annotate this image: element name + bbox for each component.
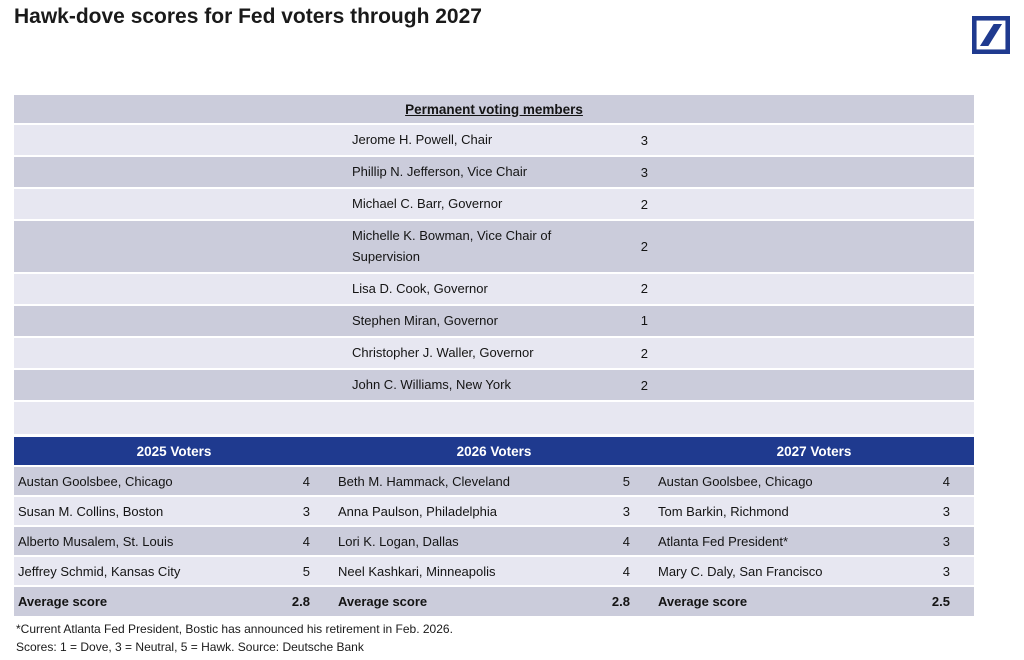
member-name: Michael C. Barr, Governor xyxy=(352,196,503,212)
member-score: 2 xyxy=(640,281,648,297)
permanent-table: Permanent voting members Jerome H. Powel… xyxy=(14,95,974,435)
footnotes: *Current Atlanta Fed President, Bostic h… xyxy=(16,620,453,656)
empty-spacer-row xyxy=(14,402,974,435)
voter-name: Austan Goolsbee, Chicago xyxy=(658,473,813,489)
voter-score: 4 xyxy=(622,533,630,549)
average-row: Average score 2.8 Average score 2.8 Average … xyxy=(14,587,974,619)
table-row: Lisa D. Cook, Governor 2 xyxy=(14,273,974,306)
voter-score: 3 xyxy=(622,503,630,519)
voter-name: Austan Goolsbee, Chicago xyxy=(18,473,173,489)
average-label: Average score xyxy=(338,594,428,610)
member-score: 3 xyxy=(640,132,648,148)
member-score: 3 xyxy=(640,164,648,180)
voter-name: Atlanta Fed President* xyxy=(658,533,789,549)
table-row: Alberto Musalem, St. Louis 4 Lori K. Logan… xyxy=(14,527,974,558)
voter-name: Neel Kashkari, Minneapolis xyxy=(338,563,496,579)
voter-name: Lori K. Logan, Dallas xyxy=(338,533,459,549)
voters-column-header: 2026 Voters xyxy=(456,443,532,459)
voter-cell: Mary C. Daly, San Francisco 3 xyxy=(654,564,974,579)
average-label: Average score xyxy=(18,594,108,610)
voter-name: Mary C. Daly, San Francisco xyxy=(658,563,823,579)
voter-score: 3 xyxy=(942,503,950,519)
voter-cell: Tom Barkin, Richmond 3 xyxy=(654,504,974,519)
voter-cell: Susan M. Collins, Boston 3 xyxy=(14,504,334,519)
voter-name: Anna Paulson, Philadelphia xyxy=(338,503,498,519)
average-cell: Average score 2.8 xyxy=(334,594,654,609)
voter-cell: Neel Kashkari, Minneapolis 4 xyxy=(334,564,654,579)
voters-column-header: 2025 Voters xyxy=(136,443,212,459)
table-row: Michael C. Barr, Governor 2 xyxy=(14,189,974,222)
logo-slash-in-square xyxy=(972,16,1010,54)
table-row: Phillip N. Jefferson, Vice Chair 3 xyxy=(14,157,974,190)
member-name: Michelle K. Bowman, Vice Chair of Superv… xyxy=(352,228,552,264)
voter-score: 5 xyxy=(622,473,630,489)
voters-column-header: 2027 Voters xyxy=(776,443,852,459)
voters-table: 2025 Voters 2026 Voters 2027 Voters Austan… xyxy=(14,437,974,619)
member-name: Jerome H. Powell, Chair xyxy=(352,132,493,147)
member-score: 2 xyxy=(640,239,648,255)
voter-score: 3 xyxy=(942,563,950,579)
average-score: 2.8 xyxy=(611,594,630,610)
voter-name: Tom Barkin, Richmond xyxy=(658,503,789,519)
permanent-rows: Jerome H. Powell, Chair 3 Phillip N. Jeffe… xyxy=(14,125,974,403)
footnote-scores-source: Scores: 1 = Dove, 3 = Neutral, 5 = Hawk.… xyxy=(16,640,364,654)
average-cell: Average score 2.5 xyxy=(654,594,974,609)
table-row: Susan M. Collins, Boston 3 Anna Paulson, P… xyxy=(14,497,974,528)
table-row: Christopher J. Waller, Governor 2 xyxy=(14,337,974,371)
average-cell: Average score 2.8 xyxy=(14,594,334,609)
voter-cell: Austan Goolsbee, Chicago 4 xyxy=(654,474,974,489)
voter-score: 4 xyxy=(622,563,630,579)
voter-score: 3 xyxy=(942,533,950,549)
voter-cell: Anna Paulson, Philadelphia 3 xyxy=(334,504,654,519)
voter-score: 4 xyxy=(302,473,310,489)
permanent-table-header: Permanent voting members xyxy=(14,95,974,125)
average-label: Average score xyxy=(658,594,748,610)
page-title: Hawk-dove scores for Fed voters through … xyxy=(14,5,482,28)
voter-score: 4 xyxy=(302,533,310,549)
table-row: Austan Goolsbee, Chicago 4 Beth M. Hammack… xyxy=(14,467,974,498)
average-score: 2.8 xyxy=(291,594,310,610)
voter-cell: Atlanta Fed President* 3 xyxy=(654,534,974,549)
voter-name: Susan M. Collins, Boston xyxy=(18,503,164,519)
voter-score: 3 xyxy=(302,503,310,519)
average-score: 2.5 xyxy=(931,594,950,610)
table-row: Jeffrey Schmid, Kansas City 5 Neel Kashkar… xyxy=(14,557,974,588)
tables-wrapper: Permanent voting members Jerome H. Powel… xyxy=(14,95,974,619)
voter-score: 4 xyxy=(942,473,950,489)
voter-cell: Lori K. Logan, Dallas 4 xyxy=(334,534,654,549)
table-row: Jerome H. Powell, Chair 3 xyxy=(14,125,974,158)
voter-cell: Jeffrey Schmid, Kansas City 5 xyxy=(14,564,334,579)
member-score: 2 xyxy=(640,345,648,361)
table-row: Stephen Miran, Governor 1 xyxy=(14,305,974,338)
voter-cell: Austan Goolsbee, Chicago 4 xyxy=(14,474,334,489)
voters-header-row: 2025 Voters 2026 Voters 2027 Voters xyxy=(14,437,974,468)
voter-name: Beth M. Hammack, Cleveland xyxy=(338,473,510,489)
voters-rows: Austan Goolsbee, Chicago 4 Beth M. Hammack… xyxy=(14,467,974,619)
table-row: Michelle K. Bowman, Vice Chair of Superv… xyxy=(14,221,974,274)
member-name: John C. Williams, New York xyxy=(352,377,511,393)
voter-cell: Beth M. Hammack, Cleveland 5 xyxy=(334,474,654,489)
footnote-atlanta: *Current Atlanta Fed President, Bostic h… xyxy=(16,622,453,636)
member-name: Phillip N. Jefferson, Vice Chair xyxy=(352,164,528,180)
member-name: Lisa D. Cook, Governor xyxy=(352,280,488,296)
permanent-header-label: Permanent voting members xyxy=(405,101,583,117)
deutsche-bank-logo-icon xyxy=(972,16,1010,54)
member-score: 2 xyxy=(640,196,648,212)
table-row: John C. Williams, New York 2 xyxy=(14,370,974,403)
member-score: 1 xyxy=(640,313,648,329)
voter-cell: Alberto Musalem, St. Louis 4 xyxy=(14,534,334,549)
voter-score: 5 xyxy=(302,563,310,579)
voter-name: Jeffrey Schmid, Kansas City xyxy=(18,563,181,579)
member-name: Stephen Miran, Governor xyxy=(352,312,498,328)
member-name: Christopher J. Waller, Governor xyxy=(352,344,534,360)
member-score: 2 xyxy=(640,377,648,393)
voter-name: Alberto Musalem, St. Louis xyxy=(18,533,174,549)
